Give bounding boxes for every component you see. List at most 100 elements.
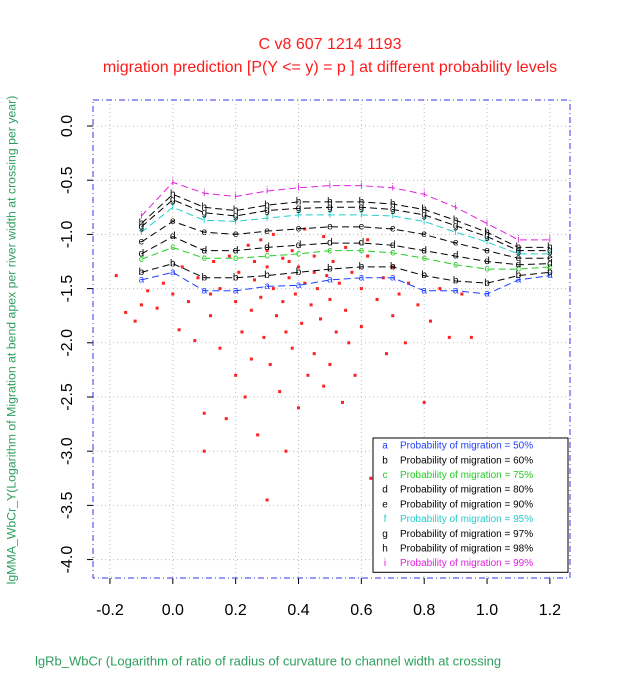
quantile-marker: a: [484, 289, 490, 300]
legend-marker: b: [382, 455, 388, 466]
scatter-point: [180, 265, 184, 269]
scatter-point: [469, 335, 473, 339]
x-tick-label: 0.8: [413, 602, 435, 619]
quantile-marker: g: [516, 245, 522, 256]
quantile-marker: g: [421, 210, 427, 221]
quantile-marker: b: [264, 270, 270, 281]
scatter-point: [281, 256, 285, 260]
y-axis-label: lgMMA_WbCr_Y(Logarithm of Migration at b…: [4, 96, 18, 585]
scatter-point: [312, 254, 316, 258]
quantile-marker: i: [517, 234, 519, 245]
quantile-marker: e: [264, 226, 270, 237]
legend-label: Probability of migration = 99%: [400, 558, 533, 569]
scatter-point: [297, 265, 301, 269]
quantile-marker: f: [486, 237, 489, 248]
scatter-point: [227, 254, 231, 258]
scatter-point: [369, 476, 373, 480]
scatter-point: [328, 297, 332, 301]
quantile-marker: g: [453, 220, 459, 231]
quantile-marker: i: [203, 188, 205, 199]
quantile-line: [141, 236, 550, 266]
y-tick-label: -1.5: [59, 275, 76, 303]
quantile-marker: f: [234, 216, 237, 227]
quantile-marker: g: [233, 211, 239, 222]
y-tick-label: -3.0: [59, 437, 76, 465]
quantile-line: [141, 220, 550, 259]
scatter-point: [284, 449, 288, 453]
quantile-marker: g: [484, 231, 490, 242]
quantile-marker: g: [201, 207, 207, 218]
scatter-point: [259, 295, 263, 299]
scatter-point: [328, 362, 332, 366]
quantile-marker: e: [170, 216, 176, 227]
quantile-marker: g: [170, 194, 176, 205]
x-tick-label: 0.2: [225, 602, 247, 619]
quantile-marker: f: [297, 210, 300, 221]
quantile-marker: f: [517, 249, 520, 260]
scatter-point: [290, 346, 294, 350]
quantile-marker: c: [390, 247, 395, 258]
quantile-marker: b: [233, 272, 239, 283]
scatter-point: [246, 243, 250, 247]
scatter-point: [139, 303, 143, 307]
quantile-marker: c: [202, 253, 207, 264]
y-tick-label: -2.0: [59, 329, 76, 357]
y-tick-label: -1.0: [59, 221, 76, 249]
quantile-marker: g: [264, 205, 270, 216]
scatter-point: [124, 310, 128, 314]
legend-label: Probability of migration = 75%: [400, 470, 533, 481]
quantile-marker: i: [235, 191, 237, 202]
quantile-marker: h: [390, 199, 396, 210]
quantile-marker: d: [547, 258, 553, 269]
quantile-marker: b: [547, 267, 553, 278]
scatter-point: [253, 260, 257, 264]
quantile-marker: h: [359, 197, 365, 208]
scatter-point: [460, 292, 464, 296]
scatter-point: [312, 270, 316, 274]
quantile-marker: e: [484, 245, 490, 256]
legend-marker: d: [382, 485, 388, 496]
scatter-point: [256, 433, 260, 437]
quantile-marker: d: [264, 242, 270, 253]
scatter-point: [366, 238, 370, 242]
scatter-point: [293, 292, 297, 296]
quantile-marker: i: [455, 202, 457, 213]
quantile-marker: i: [360, 180, 362, 191]
scatter-point: [297, 406, 301, 410]
quantile-marker: c: [547, 262, 552, 273]
legend-label: Probability of migration = 80%: [400, 485, 533, 496]
scatter-point: [155, 306, 159, 310]
scatter-point: [344, 308, 348, 312]
scatter-point: [290, 249, 294, 253]
scatter-point: [202, 411, 206, 415]
quantile-marker: c: [170, 242, 175, 253]
scatter-point: [306, 373, 310, 377]
quantile-marker: h: [516, 242, 522, 253]
quantile-marker: c: [453, 259, 458, 270]
x-axis-label: lgRb_WbCr (Logarithm of ratio of radius …: [35, 653, 501, 668]
quantile-marker: f: [454, 227, 457, 238]
quantile-marker: h: [233, 205, 239, 216]
quantile-marker: d: [201, 245, 207, 256]
legend-marker: a: [382, 441, 388, 452]
scatter-point: [322, 235, 326, 239]
x-tick-label: 0.4: [287, 602, 309, 619]
legend-label: Probability of migration = 97%: [400, 529, 533, 540]
scatter-point: [259, 238, 263, 242]
quantile-line: [141, 199, 550, 252]
chart-subtitle: migration prediction [P(Y <= y) = p ] at…: [103, 59, 557, 76]
scatter-point: [278, 390, 282, 394]
scatter-point: [303, 281, 307, 285]
quantile-marker: a: [453, 285, 459, 296]
quantile-line: [141, 271, 550, 295]
legend-marker: e: [382, 499, 388, 510]
quantile-marker: g: [296, 203, 302, 214]
scatter-point: [249, 308, 253, 312]
legend-marker: h: [382, 544, 388, 555]
quantile-marker: a: [390, 272, 396, 283]
scatter-point: [334, 330, 338, 334]
quantile-marker: h: [484, 227, 490, 238]
scatter-point: [209, 292, 213, 296]
scatter-point: [171, 292, 175, 296]
